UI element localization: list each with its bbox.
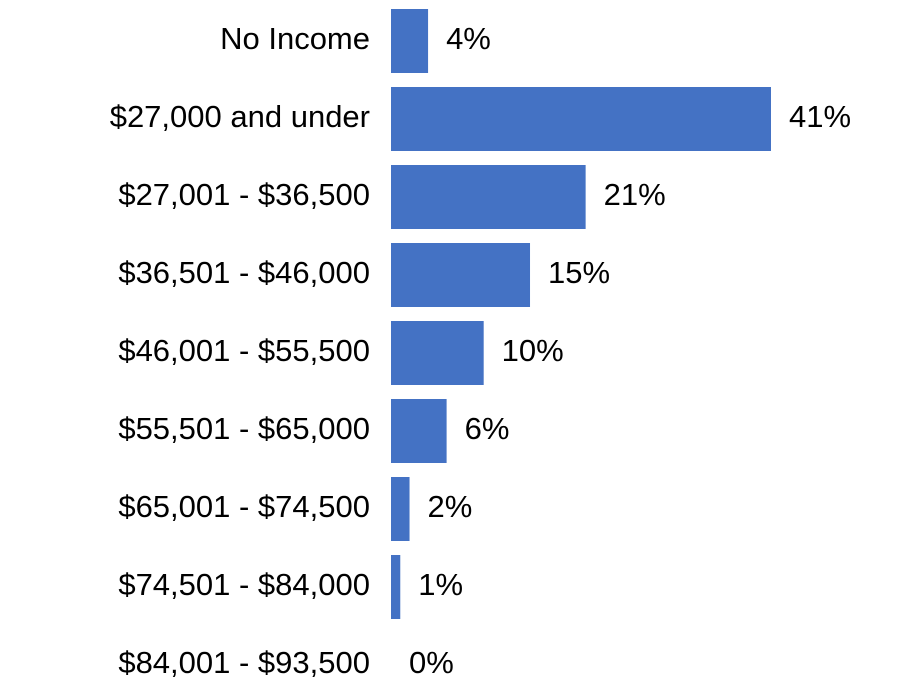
bar (391, 477, 410, 541)
value-label: 41% (789, 99, 851, 134)
value-label: 4% (446, 21, 491, 56)
bar (391, 9, 429, 73)
bar (391, 243, 531, 307)
value-label: 15% (548, 255, 610, 290)
bar (391, 321, 484, 385)
bar (391, 555, 401, 619)
category-label: $27,000 and under (110, 99, 370, 134)
category-label: $46,001 - $55,500 (118, 333, 370, 368)
value-label: 1% (418, 567, 463, 602)
bar (391, 165, 586, 229)
value-label: 2% (428, 489, 473, 524)
value-label: 0% (409, 645, 454, 680)
category-label: $27,001 - $36,500 (118, 177, 370, 212)
category-label: No Income (220, 21, 370, 56)
category-label: $55,501 - $65,000 (118, 411, 370, 446)
value-label: 6% (465, 411, 510, 446)
bar (391, 87, 771, 151)
category-label: $36,501 - $46,000 (118, 255, 370, 290)
value-label: 10% (502, 333, 564, 368)
bar (391, 399, 447, 463)
category-label: $65,001 - $74,500 (118, 489, 370, 524)
category-label: $74,501 - $84,000 (118, 567, 370, 602)
value-label: 21% (604, 177, 666, 212)
category-label: $84,001 - $93,500 (118, 645, 370, 680)
